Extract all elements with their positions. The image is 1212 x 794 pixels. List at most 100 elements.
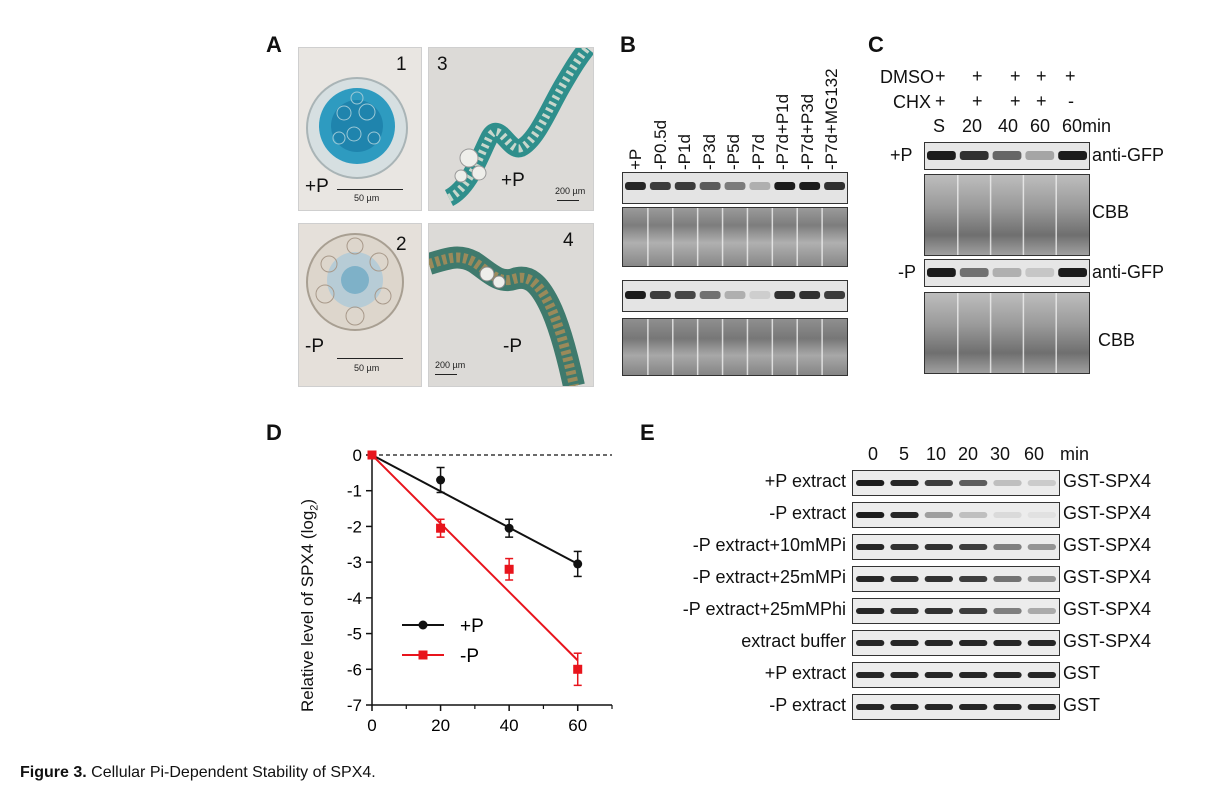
blot-band: [959, 512, 988, 518]
blot-bands: [927, 151, 1087, 160]
panel-c-row-3-label: anti-GFP: [1092, 262, 1165, 282]
blot-band: [993, 512, 1022, 518]
time-label: 20: [962, 116, 983, 136]
blot-band: [924, 608, 953, 614]
blot-band: [625, 182, 646, 190]
chx-value: +: [1036, 91, 1047, 111]
time-label: 60: [1024, 444, 1045, 464]
micrograph-4-number: 4: [563, 230, 574, 251]
time-label: 40: [998, 116, 1019, 136]
blot-band: [856, 576, 885, 582]
panel-c-row-1-condition: +P: [890, 145, 913, 165]
blot-strip: [852, 534, 1060, 560]
blot-bands: [856, 544, 1056, 550]
loading-control-lanes: [647, 208, 823, 266]
y-tick-label: -5: [347, 625, 362, 644]
row-label: +P extract: [764, 471, 846, 491]
data-point: [573, 559, 583, 569]
panel-c-row-4-label: CBB: [1098, 330, 1136, 350]
micrograph-3-number: 3: [437, 54, 448, 75]
row-label: +P extract: [764, 663, 846, 683]
chx-value: +: [1010, 91, 1021, 111]
blot-band: [724, 291, 746, 299]
panel-b-cbb-2: [622, 318, 848, 376]
blot-band: [1027, 544, 1056, 550]
x-tick-label: 40: [500, 716, 519, 735]
blot-band: [959, 544, 988, 550]
blot-band: [1027, 672, 1056, 678]
dmso-label: DMSO: [880, 67, 934, 87]
blot-band: [993, 672, 1022, 678]
time-label: 60min: [1062, 116, 1112, 136]
blot-bands: [625, 291, 845, 299]
blot-band: [1027, 576, 1056, 582]
panel-d-letter: D: [266, 420, 282, 445]
blot-band: [924, 704, 953, 710]
blot-band: [924, 672, 953, 678]
blot-band: [959, 268, 989, 277]
scale-bar: [435, 374, 457, 375]
blot-band: [993, 640, 1022, 646]
blot-band: [890, 640, 919, 646]
blot-bands: [856, 608, 1056, 614]
blot-strip: [852, 694, 1060, 720]
blot-band: [993, 544, 1022, 550]
y-tick-label: -4: [347, 589, 362, 608]
micrograph-1-number: 1: [396, 54, 407, 75]
blot-band: [774, 182, 796, 190]
panel-c-row-3-condition: -P: [898, 262, 916, 282]
panel-b-cbb-1: [622, 207, 848, 267]
micrograph-1: 1 +P 50 µm: [298, 47, 422, 211]
row-protein-label: GST-SPX4: [1063, 599, 1152, 619]
blot-band: [924, 544, 953, 550]
legend-marker: [418, 620, 428, 630]
lane-label: -P7d+P3d: [797, 93, 817, 170]
data-point: [573, 664, 583, 674]
time-label: 60: [1030, 116, 1051, 136]
time-label: 10: [926, 444, 947, 464]
micrograph-4-image: [429, 246, 585, 386]
blot-band: [890, 608, 919, 614]
panel-b-letter: B: [620, 32, 636, 57]
loading-control-lanes: [647, 319, 823, 375]
micrograph-4-condition: -P: [503, 336, 522, 357]
blot-band: [927, 268, 956, 277]
blot-band: [924, 512, 953, 518]
time-label: S: [933, 116, 946, 136]
chx-value: +: [972, 91, 983, 111]
y-tick-label: -6: [347, 660, 362, 679]
blot-band: [959, 576, 988, 582]
time-label: 20: [958, 444, 979, 464]
legend-label: +P: [460, 616, 484, 637]
blot-band: [1025, 151, 1055, 160]
blot-band: [856, 672, 885, 678]
row-label: -P extract+25mMPhi: [682, 599, 846, 619]
micrograph-1-condition: +P: [305, 176, 329, 197]
figure-caption-text: Cellular Pi-Dependent Stability of SPX4.: [86, 764, 376, 781]
row-label: -P extract: [769, 695, 846, 715]
lane-label: -P5d: [724, 134, 743, 170]
blot-band: [959, 672, 988, 678]
blot-strip: [852, 566, 1060, 592]
lane-label: -P0.5d: [650, 119, 670, 170]
blot-band: [959, 480, 988, 486]
lane-label: +P: [626, 148, 645, 170]
lane-label: -P7d: [748, 134, 768, 170]
scale-bar: [337, 189, 403, 190]
micrograph-2-image: [306, 233, 404, 331]
blot-band: [890, 512, 919, 518]
lane-label: -P7d+P1d: [773, 93, 792, 170]
data-point: [436, 475, 446, 485]
dmso-value: +: [1065, 66, 1076, 86]
time-label: min: [1060, 444, 1090, 464]
lane-label: -P7d+MG132: [822, 68, 841, 170]
time-label: 0: [868, 444, 879, 464]
panel-d-chart: 0 -1 -2 -3 -4 -5 -6 -7 0 20 40 60 +P -P: [347, 446, 613, 735]
blot-band: [749, 291, 771, 299]
blot-band: [959, 151, 989, 160]
blot-band: [749, 182, 771, 190]
blot-band: [799, 182, 821, 190]
row-label: -P extract+10mMPi: [692, 535, 846, 555]
blot-band: [799, 291, 821, 299]
blot-band: [856, 480, 885, 486]
